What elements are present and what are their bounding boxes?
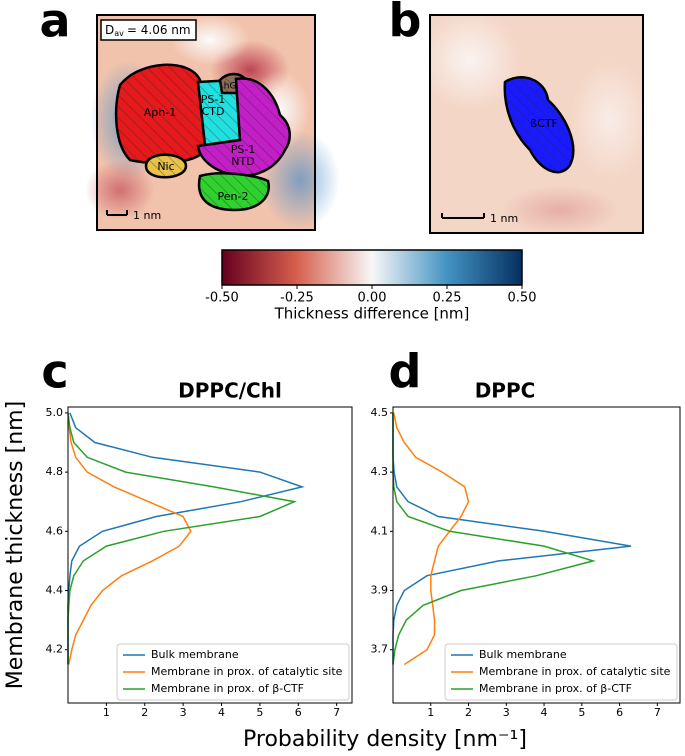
y-tick-label: 4.1 bbox=[371, 524, 389, 537]
panel-label: b bbox=[389, 0, 422, 48]
y-axis-label: Membrane thickness [nm] bbox=[3, 401, 28, 689]
y-tick-label: 3.7 bbox=[371, 643, 389, 656]
legend-label: Membrane in prox. of β-CTF bbox=[479, 682, 632, 695]
x-tick-label: 1 bbox=[427, 706, 434, 719]
region-label: Pen-2 bbox=[218, 190, 249, 203]
region-hatch bbox=[504, 77, 574, 173]
y-tick-label: 5.0 bbox=[46, 406, 64, 419]
colorbar bbox=[221, 249, 523, 286]
y-tick-label: 4.2 bbox=[46, 643, 64, 656]
region-label: Nic bbox=[157, 160, 174, 173]
region-hatch bbox=[199, 173, 269, 210]
legend-label: Membrane in prox. of β-CTF bbox=[151, 682, 304, 695]
region-label: PS-1 bbox=[201, 93, 226, 106]
x-tick-label: -0.50 bbox=[205, 291, 239, 306]
x-tick-label: 5 bbox=[256, 706, 263, 719]
annotation-box bbox=[100, 19, 197, 41]
scale-bar-label: 1 nm bbox=[490, 212, 518, 225]
legend-box bbox=[444, 643, 678, 701]
plot-frame bbox=[392, 406, 681, 704]
region-label: ßCTF bbox=[530, 117, 558, 130]
x-tick-label: 2 bbox=[141, 706, 148, 719]
plot-frame bbox=[67, 406, 353, 704]
x-tick-label: 6 bbox=[616, 706, 623, 719]
legend-label: Membrane in prox. of catalytic site bbox=[479, 665, 671, 678]
x-tick-label: 1 bbox=[103, 706, 110, 719]
region-hatch bbox=[116, 64, 205, 163]
x-tick-label: 0.50 bbox=[508, 291, 537, 306]
density-line bbox=[392, 412, 632, 665]
x-tick-label: 4 bbox=[541, 706, 548, 719]
legend-label: Bulk membrane bbox=[479, 648, 567, 661]
y-tick-label: 4.5 bbox=[371, 406, 389, 419]
scale-bar-label: 1 nm bbox=[133, 209, 161, 222]
region-label: NTD bbox=[231, 155, 254, 168]
density-line bbox=[67, 412, 192, 665]
density-line bbox=[393, 412, 470, 666]
x-tick-label: 7 bbox=[333, 706, 340, 719]
x-tick-label: 0.25 bbox=[433, 291, 462, 306]
x-tick-label: 3 bbox=[503, 706, 510, 719]
region-hatch bbox=[198, 78, 290, 176]
region-label: hG9 bbox=[224, 82, 243, 92]
legend-label: Membrane in prox. of catalytic site bbox=[151, 665, 343, 678]
panel-label: d bbox=[389, 345, 422, 399]
legend-label: Bulk membrane bbox=[151, 648, 239, 661]
x-tick-label: 4 bbox=[218, 706, 225, 719]
legend-box bbox=[116, 643, 350, 701]
y-tick-label: 4.4 bbox=[46, 584, 64, 597]
x-tick-label: 5 bbox=[578, 706, 585, 719]
x-axis-label: Probability density [nm⁻¹] bbox=[243, 727, 527, 752]
chart-title: DPPC/Chl bbox=[178, 379, 282, 403]
panel-label: c bbox=[41, 345, 68, 399]
region-label: CTD bbox=[202, 105, 225, 118]
x-tick-label: 3 bbox=[180, 706, 187, 719]
density-line bbox=[392, 412, 596, 665]
region-hatch bbox=[146, 154, 186, 178]
y-tick-label: 4.3 bbox=[371, 465, 389, 478]
x-tick-label: 7 bbox=[654, 706, 661, 719]
x-tick-label: 0.00 bbox=[358, 291, 387, 306]
region-hatch bbox=[198, 80, 240, 145]
annotation-subscript: av bbox=[114, 29, 124, 38]
density-line bbox=[67, 412, 297, 665]
y-tick-label: 4.8 bbox=[46, 465, 64, 478]
y-tick-label: 4.6 bbox=[46, 524, 64, 537]
chart-title: DPPC bbox=[475, 379, 536, 403]
annotation: Dav = 4.06 nm bbox=[105, 23, 191, 38]
panel-label: a bbox=[39, 0, 70, 48]
x-tick-label: -0.25 bbox=[280, 291, 314, 306]
heatmap-b bbox=[420, 10, 650, 235]
colorbar-label: Thickness difference [nm] bbox=[274, 305, 470, 323]
region-label: Aph-1 bbox=[144, 106, 176, 119]
x-tick-label: 6 bbox=[295, 706, 302, 719]
region-label: PS-1 bbox=[231, 143, 256, 156]
annotation-text: = 4.06 nm bbox=[127, 23, 191, 37]
y-tick-label: 3.9 bbox=[371, 584, 389, 597]
annotation-symbol: D bbox=[105, 23, 114, 37]
x-tick-label: 2 bbox=[465, 706, 472, 719]
